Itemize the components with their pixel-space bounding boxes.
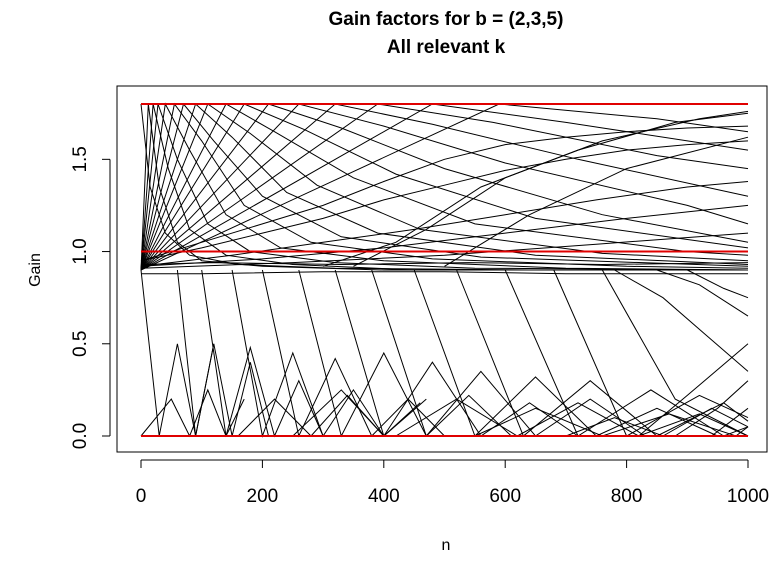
series-line-22 [140, 232, 749, 269]
series-line-21 [140, 204, 749, 267]
series-line-40 [601, 269, 749, 437]
series-line-45 [292, 389, 427, 437]
series-line-3 [140, 103, 749, 271]
plot-frame [116, 85, 768, 453]
series-line-24 [353, 110, 749, 267]
x-tick-label: 0 [136, 486, 147, 507]
y-tick-label: 0.5 [70, 331, 91, 357]
series-line-4 [140, 102, 749, 271]
series-layer [140, 102, 749, 438]
x-tick-label: 200 [247, 486, 279, 507]
reference-lines [141, 103, 748, 437]
series-line-51 [674, 380, 749, 437]
series-line-49 [687, 269, 749, 299]
y-tick-label: 1.5 [70, 146, 91, 172]
series-line-38 [504, 269, 749, 437]
series-line-50 [638, 343, 749, 437]
series-line-31 [231, 269, 385, 438]
series-line-27 [140, 262, 749, 266]
series-line-32 [261, 269, 445, 438]
series-line-25 [444, 136, 749, 267]
x-axis: 0 200 400 600 800 1000 [136, 459, 769, 507]
x-tick-label: 1000 [727, 486, 769, 507]
chart-title: Gain factors for b = (2,3,5) [329, 9, 564, 30]
series-line-17 [140, 103, 748, 271]
series-line-30 [201, 269, 324, 438]
series-line-11 [140, 103, 749, 271]
series-line-26 [141, 271, 748, 275]
series-line-16 [140, 103, 749, 271]
x-tick-label: 600 [489, 486, 521, 507]
series-line-13 [140, 103, 749, 271]
series-line-47 [614, 269, 749, 372]
y-axis: 0.0 0.5 1.0 1.5 [70, 146, 111, 449]
series-line-33 [298, 269, 512, 438]
y-tick-label: 0.0 [70, 423, 91, 449]
x-axis-label: n [442, 537, 451, 554]
series-line-43 [395, 398, 749, 437]
series-line-20 [140, 181, 749, 267]
series-line-14 [140, 103, 749, 271]
series-line-15 [140, 103, 749, 271]
series-line-48 [656, 269, 749, 317]
series-line-10 [140, 103, 749, 271]
series-line-44 [474, 407, 749, 437]
x-tick-label: 800 [611, 486, 643, 507]
x-tick-label: 400 [368, 486, 400, 507]
series-line-29 [176, 269, 269, 437]
series-line-5 [140, 102, 749, 271]
y-tick-label: 1.0 [70, 238, 91, 264]
series-line-12 [140, 103, 749, 271]
plot-area [140, 102, 749, 438]
y-axis-label: Gain [27, 253, 44, 287]
series-line-19 [140, 140, 749, 262]
series-line-52 [711, 407, 749, 437]
chart-subtitle: All relevant k [387, 37, 506, 58]
series-line-37 [456, 269, 749, 437]
series-line-41 [140, 388, 245, 438]
